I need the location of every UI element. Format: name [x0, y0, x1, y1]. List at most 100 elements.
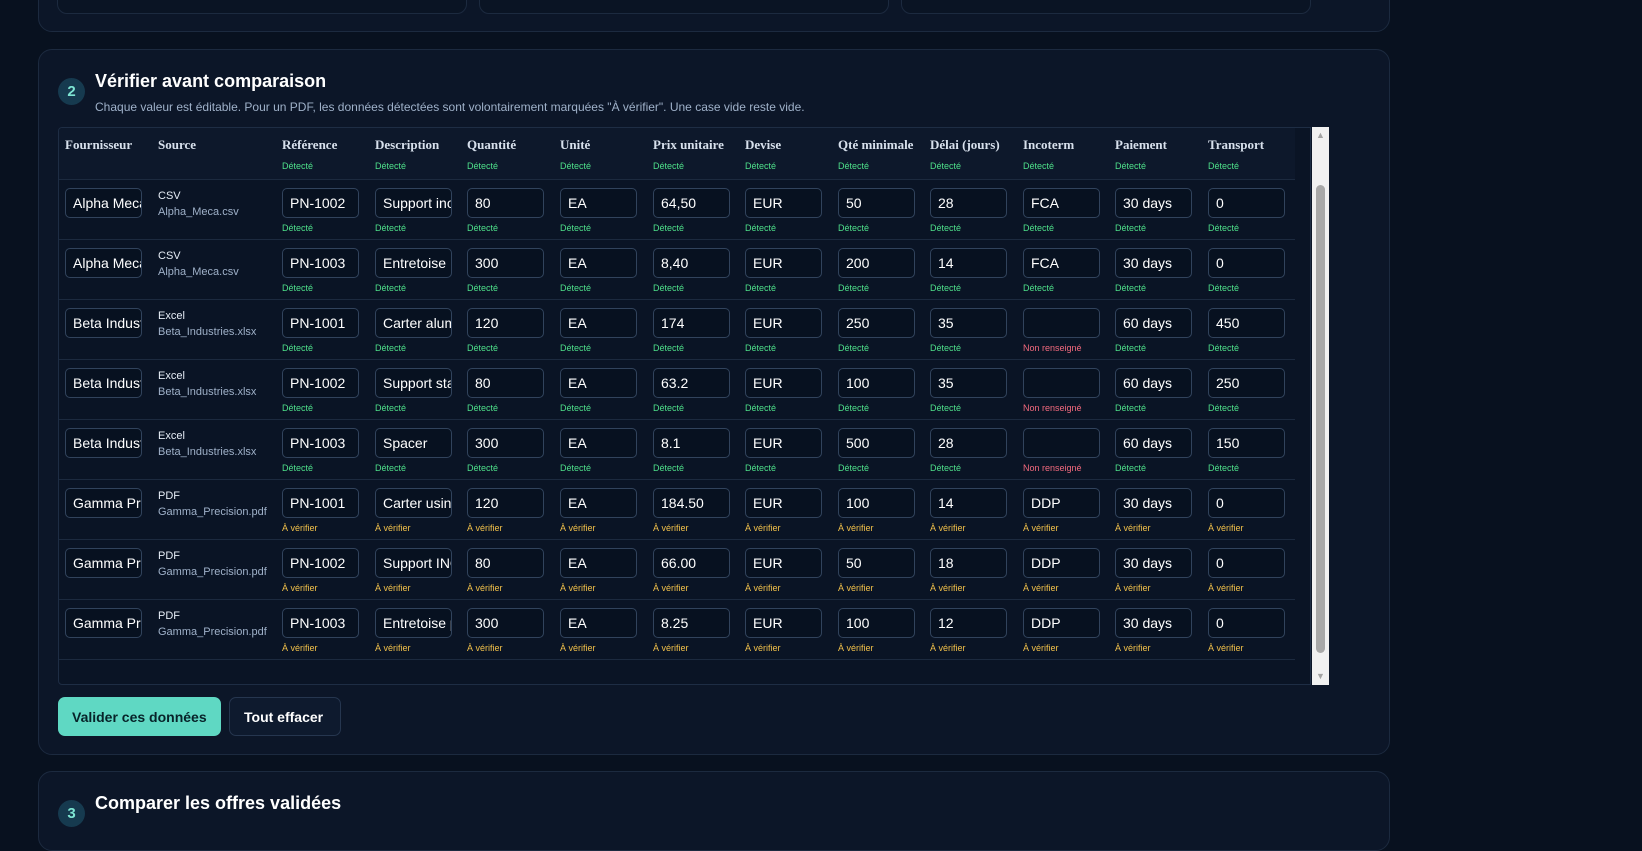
unite-input[interactable]: EA — [560, 488, 637, 518]
incoterm-input[interactable]: FCA — [1023, 248, 1100, 278]
description-input[interactable]: Support inox — [375, 188, 452, 218]
unite-input[interactable]: EA — [560, 368, 637, 398]
supplier-input[interactable]: Alpha Meca — [65, 188, 142, 218]
devise-input[interactable]: EUR — [745, 368, 822, 398]
paiement-input[interactable]: 60 days — [1115, 308, 1192, 338]
reference-input[interactable]: PN-1003 — [282, 248, 359, 278]
reference-input[interactable]: PN-1002 — [282, 368, 359, 398]
validate-data-button[interactable]: Valider ces données — [58, 697, 221, 736]
delai-input[interactable]: 18 — [930, 548, 1007, 578]
scroll-up-arrow-icon[interactable]: ▲ — [1316, 130, 1325, 140]
delai-input[interactable]: 28 — [930, 428, 1007, 458]
devise-input[interactable]: EUR — [745, 188, 822, 218]
description-input[interactable]: Carter usiné — [375, 488, 452, 518]
reference-input[interactable]: PN-1002 — [282, 548, 359, 578]
qte_min-input[interactable]: 500 — [838, 428, 915, 458]
reference-input[interactable]: PN-1001 — [282, 488, 359, 518]
incoterm-input[interactable] — [1023, 368, 1100, 398]
reference-input[interactable]: PN-1003 — [282, 428, 359, 458]
paiement-input[interactable]: 60 days — [1115, 428, 1192, 458]
qte_min-input[interactable]: 100 — [838, 608, 915, 638]
paiement-input[interactable]: 30 days — [1115, 488, 1192, 518]
quantite-input[interactable]: 300 — [467, 428, 544, 458]
delai-input[interactable]: 14 — [930, 488, 1007, 518]
prix-input[interactable]: 8,40 — [653, 248, 730, 278]
incoterm-input[interactable]: FCA — [1023, 188, 1100, 218]
unite-input[interactable]: EA — [560, 608, 637, 638]
paiement-input[interactable]: 60 days — [1115, 368, 1192, 398]
qte_min-input[interactable]: 100 — [838, 368, 915, 398]
prix-input[interactable]: 8.1 — [653, 428, 730, 458]
incoterm-input[interactable] — [1023, 308, 1100, 338]
paiement-input[interactable]: 30 days — [1115, 548, 1192, 578]
supplier-input[interactable]: Alpha Meca — [65, 248, 142, 278]
transport-input[interactable]: 0 — [1208, 608, 1285, 638]
supplier-input[interactable]: Gamma Precision — [65, 548, 142, 578]
supplier-input[interactable]: Beta Industries — [65, 308, 142, 338]
transport-input[interactable]: 0 — [1208, 548, 1285, 578]
delai-input[interactable]: 12 — [930, 608, 1007, 638]
scroll-down-arrow-icon[interactable]: ▼ — [1316, 671, 1325, 681]
quantite-input[interactable]: 300 — [467, 608, 544, 638]
supplier-input[interactable]: Gamma Precision — [65, 608, 142, 638]
devise-input[interactable]: EUR — [745, 428, 822, 458]
transport-input[interactable]: 150 — [1208, 428, 1285, 458]
transport-input[interactable]: 450 — [1208, 308, 1285, 338]
qte_min-input[interactable]: 200 — [838, 248, 915, 278]
supplier-input[interactable]: Beta Industries — [65, 368, 142, 398]
delai-input[interactable]: 35 — [930, 368, 1007, 398]
prix-input[interactable]: 63.2 — [653, 368, 730, 398]
unite-input[interactable]: EA — [560, 428, 637, 458]
prix-input[interactable]: 174 — [653, 308, 730, 338]
description-input[interactable]: Spacer — [375, 428, 452, 458]
delai-input[interactable]: 35 — [930, 308, 1007, 338]
quantite-input[interactable]: 80 — [467, 548, 544, 578]
transport-input[interactable]: 0 — [1208, 488, 1285, 518]
quantite-input[interactable]: 120 — [467, 488, 544, 518]
paiement-input[interactable]: 30 days — [1115, 188, 1192, 218]
quantite-input[interactable]: 300 — [467, 248, 544, 278]
transport-input[interactable]: 0 — [1208, 248, 1285, 278]
quantite-input[interactable]: 80 — [467, 368, 544, 398]
unite-input[interactable]: EA — [560, 248, 637, 278]
reference-input[interactable]: PN-1002 — [282, 188, 359, 218]
incoterm-input[interactable] — [1023, 428, 1100, 458]
transport-input[interactable]: 0 — [1208, 188, 1285, 218]
delai-input[interactable]: 28 — [930, 188, 1007, 218]
prix-input[interactable]: 184.50 — [653, 488, 730, 518]
incoterm-input[interactable]: DDP — [1023, 488, 1100, 518]
devise-input[interactable]: EUR — [745, 488, 822, 518]
paiement-input[interactable]: 30 days — [1115, 248, 1192, 278]
prix-input[interactable]: 66.00 — [653, 548, 730, 578]
supplier-input[interactable]: Beta Industries — [65, 428, 142, 458]
description-input[interactable]: Support INOX — [375, 548, 452, 578]
scrollbar-thumb[interactable] — [1316, 185, 1325, 653]
unite-input[interactable]: EA — [560, 188, 637, 218]
reference-input[interactable]: PN-1003 — [282, 608, 359, 638]
table-scrollbar[interactable]: ▲ ▼ — [1312, 127, 1329, 685]
incoterm-input[interactable]: DDP — [1023, 608, 1100, 638]
devise-input[interactable]: EUR — [745, 308, 822, 338]
incoterm-input[interactable]: DDP — [1023, 548, 1100, 578]
qte_min-input[interactable]: 50 — [838, 548, 915, 578]
qte_min-input[interactable]: 50 — [838, 188, 915, 218]
quantite-input[interactable]: 80 — [467, 188, 544, 218]
description-input[interactable]: Support stainless — [375, 368, 452, 398]
transport-input[interactable]: 250 — [1208, 368, 1285, 398]
qte_min-input[interactable]: 100 — [838, 488, 915, 518]
quantite-input[interactable]: 120 — [467, 308, 544, 338]
paiement-input[interactable]: 30 days — [1115, 608, 1192, 638]
devise-input[interactable]: EUR — [745, 548, 822, 578]
reference-input[interactable]: PN-1001 — [282, 308, 359, 338]
prix-input[interactable]: 8.25 — [653, 608, 730, 638]
description-input[interactable]: Entretoise précision — [375, 608, 452, 638]
devise-input[interactable]: EUR — [745, 608, 822, 638]
supplier-input[interactable]: Gamma Precision — [65, 488, 142, 518]
delai-input[interactable]: 14 — [930, 248, 1007, 278]
unite-input[interactable]: EA — [560, 308, 637, 338]
devise-input[interactable]: EUR — [745, 248, 822, 278]
prix-input[interactable]: 64,50 — [653, 188, 730, 218]
qte_min-input[interactable]: 250 — [838, 308, 915, 338]
clear-all-button[interactable]: Tout effacer — [229, 697, 341, 736]
description-input[interactable]: Carter aluminium — [375, 308, 452, 338]
